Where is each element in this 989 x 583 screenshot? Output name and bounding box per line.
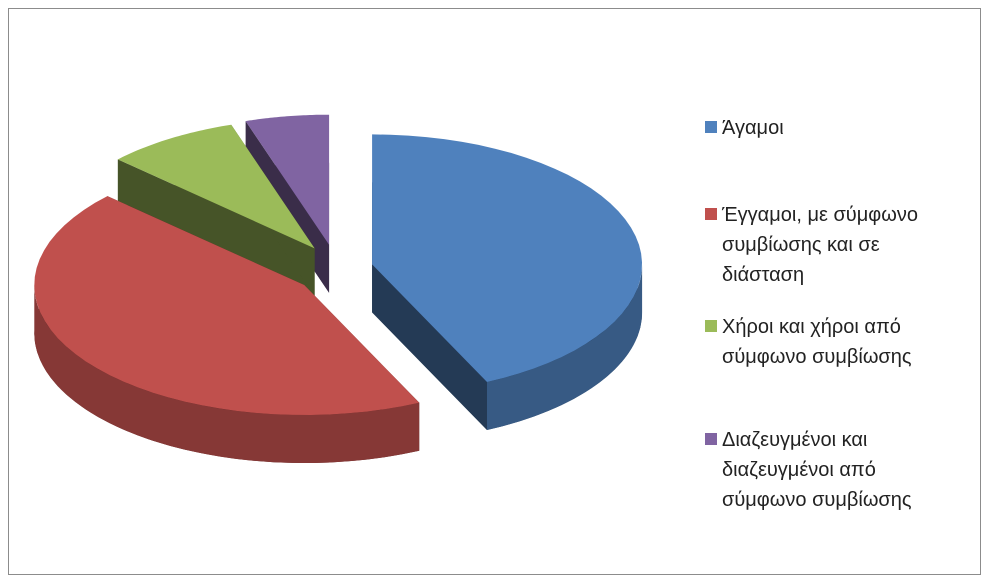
legend-label: Έγγαμοι, με σύμφωνο συμβίωσης και σε διά… <box>722 204 918 286</box>
slice-side <box>487 264 643 430</box>
chart-frame <box>8 8 981 575</box>
legend-entry: Έγγαμοι, με σύμφωνο συμβίωσης και σε διά… <box>705 200 965 290</box>
legend-entry: Χήροι και χήροι από σύμφωνο συμβίωσης <box>705 312 965 372</box>
legend-swatch <box>705 121 717 133</box>
legend-swatch <box>705 433 717 445</box>
pie-slice <box>34 196 420 463</box>
slice-top <box>117 124 315 249</box>
slice-top <box>372 134 642 382</box>
legend-swatch <box>705 208 717 220</box>
pie-slice <box>372 134 643 431</box>
slice-side <box>34 285 420 463</box>
legend-swatch <box>705 320 717 332</box>
legend-entry: Διαζευγμένοι και διαζευγμένοι από σύμφων… <box>705 425 965 515</box>
slice-top <box>34 196 420 415</box>
legend-label: Χήροι και χήροι από σύμφωνο συμβίωσης <box>722 316 912 368</box>
legend-label: Διαζευγμένοι και διαζευγμένοι από σύμφων… <box>722 429 912 511</box>
pie-slice <box>117 124 315 297</box>
slice-wall <box>117 159 315 297</box>
legend-label: Άγαμοι <box>722 117 784 139</box>
slice-top <box>245 114 330 245</box>
legend-entry: Άγαμοι <box>705 113 965 143</box>
slice-wall <box>372 264 488 431</box>
